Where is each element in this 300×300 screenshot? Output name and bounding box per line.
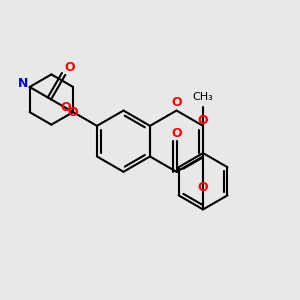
Text: O: O: [64, 61, 75, 74]
Text: N: N: [18, 76, 28, 90]
Text: O: O: [198, 181, 208, 194]
Text: O: O: [198, 114, 208, 127]
Text: O: O: [68, 106, 78, 118]
Text: O: O: [171, 127, 182, 140]
Text: O: O: [171, 96, 182, 110]
Text: CH₃: CH₃: [193, 92, 213, 102]
Text: O: O: [61, 101, 71, 114]
